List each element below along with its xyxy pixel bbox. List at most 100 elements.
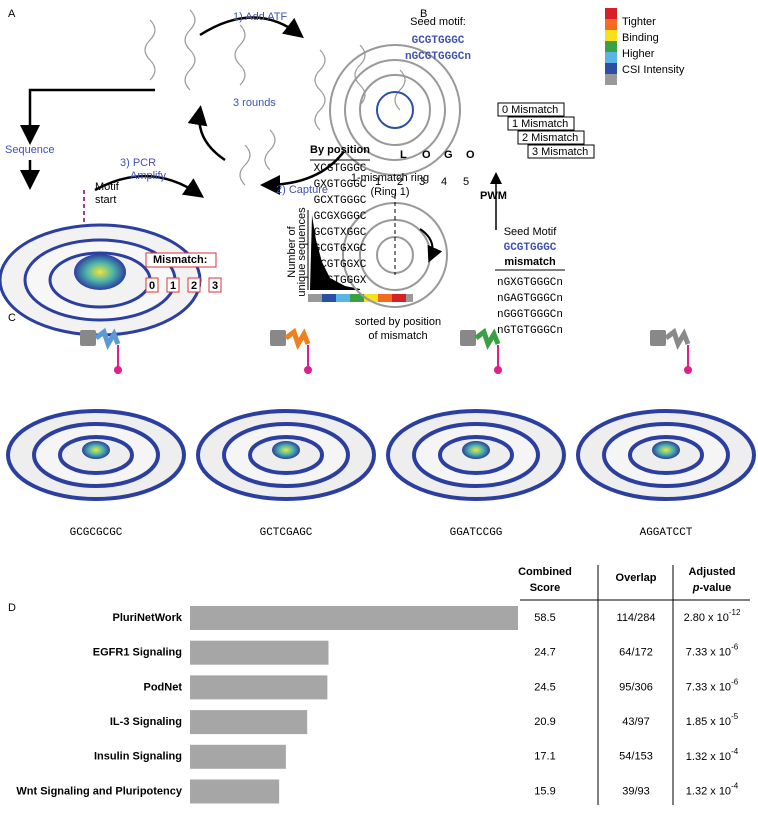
score: 15.9 (534, 785, 555, 797)
logo-position: 4 (441, 176, 447, 188)
peak (462, 441, 490, 459)
label: sorted by position (355, 316, 441, 328)
label: GCGTGGGC (412, 35, 465, 47)
header: p-value (692, 582, 732, 594)
score: 20.9 (534, 716, 555, 728)
overlap: 43/97 (622, 716, 650, 728)
score: 17.1 (534, 751, 555, 763)
legend-text: Binding (622, 32, 659, 44)
legend-swatch (605, 30, 617, 41)
label: mismatch (504, 256, 556, 268)
ring-number: 2 (191, 280, 197, 292)
logo-letter: O (422, 149, 431, 161)
bar (190, 640, 329, 665)
logo-letter: O (466, 149, 475, 161)
p-value: 1.32 x 10-4 (686, 747, 739, 763)
overlap: 95/306 (619, 681, 653, 693)
logo-position: 2 (397, 176, 403, 188)
legend-swatch (605, 52, 617, 63)
sequence: nGGGTGGGCn (497, 309, 563, 321)
panel-letter: D (8, 602, 16, 614)
category-label: EGFR1 Signaling (93, 647, 182, 659)
ring-label: 3 Mismatch (532, 146, 588, 158)
legend-text: Higher (622, 48, 655, 60)
bead (684, 366, 692, 374)
ring-number: 1 (170, 280, 176, 292)
label: Seed Motif (504, 226, 558, 238)
label: unique sequences (296, 207, 308, 297)
panel-letter: B (420, 8, 427, 20)
label: Mismatch: (153, 254, 207, 266)
label: 3) PCR (120, 157, 156, 169)
ring-box (208, 277, 222, 293)
protein (650, 330, 666, 346)
category-label: IL-3 Signaling (110, 716, 182, 728)
panel-c-graphics (6, 327, 756, 501)
ring-label-box (527, 144, 595, 159)
histogram (307, 210, 413, 302)
sequence: GCGTGGXC (314, 259, 367, 271)
bead (304, 366, 312, 374)
category-label: Wnt Signaling and Pluripotency (16, 785, 182, 797)
sequence: GCGXGGGC (314, 211, 367, 223)
label: PWM (480, 190, 507, 202)
ring-label-box (497, 102, 565, 117)
bar (190, 606, 518, 630)
legend-swatch (605, 63, 617, 74)
sequence: GCGTGXGC (314, 243, 367, 255)
score: 24.5 (534, 681, 555, 693)
label: Combined (518, 566, 572, 578)
sequence: GCGCGCGC (70, 527, 123, 539)
sequence: GGATCCGG (450, 527, 503, 539)
legend-swatch (605, 74, 617, 85)
p-mantissa: 2.80 x 10 (684, 612, 729, 624)
label: Amplify (130, 170, 167, 182)
p-exponent: -4 (731, 747, 739, 756)
p-value: 7.33 x 10-6 (686, 678, 739, 694)
bar (190, 710, 308, 735)
sequence: nGTGTGGGCn (497, 325, 563, 337)
score: 58.5 (534, 612, 555, 624)
legend-swatch (605, 8, 617, 19)
mismatch-box (145, 252, 217, 268)
p-exponent: -12 (729, 608, 741, 617)
category-label: PluriNetWork (113, 612, 183, 624)
panel-letter: C (8, 312, 16, 324)
label: Score (530, 582, 561, 594)
label: Motif (95, 181, 120, 193)
ring-number: 0 (149, 280, 155, 292)
p-mantissa: 1.32 x 10 (686, 785, 731, 797)
label: By position (310, 144, 370, 156)
ring-label-box (517, 130, 585, 145)
sequence: GCXTGGGC (314, 195, 367, 207)
protein-helix (664, 327, 691, 350)
bar (190, 779, 280, 804)
peak (652, 441, 680, 459)
header-part: -value (699, 582, 731, 594)
p-mantissa: 1.85 x 10 (686, 716, 731, 728)
protein (270, 330, 286, 346)
protein (460, 330, 476, 346)
label: Seed motif: (410, 16, 466, 28)
label: (Ring 1) (370, 186, 409, 198)
sequence: GXGTGGGC (314, 179, 367, 191)
peak (82, 441, 110, 459)
label: 1) Add ATF (233, 11, 287, 23)
ring-label: 2 Mismatch (522, 132, 578, 144)
p-value: 7.33 x 10-6 (686, 643, 739, 659)
protein-helix (474, 327, 501, 350)
label: start (95, 194, 116, 206)
category-label: PodNet (144, 681, 183, 693)
legend-swatch (605, 19, 617, 30)
overlap: 64/172 (619, 647, 653, 659)
ring-box (145, 277, 159, 293)
sequence: GCGTXGGC (314, 227, 367, 239)
label: Overlap (616, 572, 657, 584)
logo-letter: L (400, 149, 407, 161)
sequence: nGAGTGGGCn (497, 293, 563, 305)
p-exponent: -5 (731, 712, 739, 721)
sequence: GCTCGAGC (260, 527, 313, 539)
label: of mismatch (368, 330, 427, 342)
sequence: GCGTGGGX (314, 275, 367, 287)
protein-helix (94, 327, 121, 350)
